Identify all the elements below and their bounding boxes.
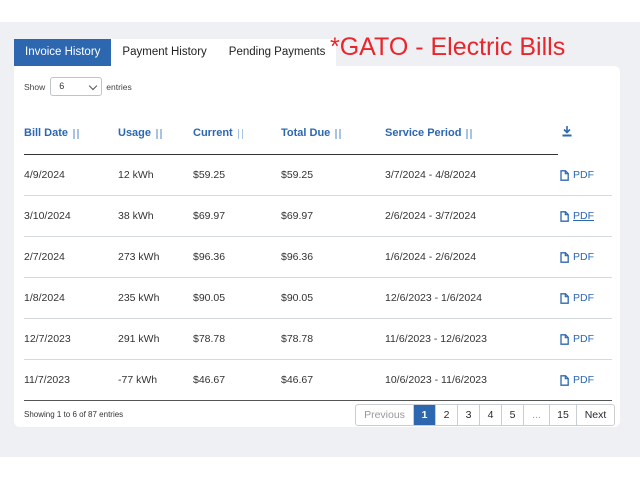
pdf-download-link[interactable]: PDF (560, 155, 594, 195)
current-cell: $90.05 (193, 292, 226, 304)
total-due-cell: $78.78 (281, 333, 314, 345)
current-cell: $59.25 (193, 169, 226, 181)
bill-date-cell: 11/7/2023 (24, 374, 70, 386)
service-period-cell: 1/6/2024 - 2/6/2024 (385, 251, 477, 263)
sort-icon (334, 128, 342, 139)
page-button-1[interactable]: 1 (413, 405, 435, 425)
usage-cell: 38 kWh (118, 210, 154, 222)
page-button-2[interactable]: 2 (435, 405, 457, 425)
table-row: 4/9/2024 12 kWh $59.25 $59.25 3/7/2024 - 4/8… (24, 155, 612, 196)
bill-date-cell: 3/10/2024 (24, 210, 71, 222)
table-row: 3/10/2024 38 kWh $69.97 $69.97 2/6/2024 - 3/… (24, 196, 612, 237)
show-label: Show (24, 81, 46, 92)
usage-cell: 235 kWh (118, 292, 160, 304)
total-due-cell: $46.67 (281, 374, 314, 386)
table-info: Showing 1 to 6 of 87 entries (24, 410, 124, 419)
usage-cell: -77 kWh (118, 374, 158, 386)
file-icon (560, 210, 569, 222)
tab-payment-history[interactable]: Payment History (111, 39, 218, 66)
pdf-link-label: PDF (573, 374, 594, 386)
page-ellipsis: ... (523, 405, 549, 425)
current-cell: $69.97 (193, 210, 226, 222)
service-period-cell: 11/6/2023 - 12/6/2023 (385, 333, 487, 345)
total-due-cell: $96.36 (281, 251, 314, 263)
table-row: 12/7/2023 291 kWh $78.78 $78.78 11/6/2023 - … (24, 319, 612, 360)
table-row: 1/8/2024 235 kWh $90.05 $90.05 12/6/2023 - 1… (24, 278, 612, 319)
pdf-download-link[interactable]: PDF (560, 319, 594, 359)
current-cell: $96.36 (193, 251, 226, 263)
table-row: 11/7/2023 -77 kWh $46.67 $46.67 10/6/2023 - … (24, 360, 612, 401)
previous-page-button[interactable]: Previous (364, 409, 405, 421)
usage-cell: 12 kWh (118, 169, 154, 181)
service-period-cell: 2/6/2024 - 3/7/2024 (385, 210, 477, 222)
column-header-label: Bill Date (24, 127, 69, 139)
file-icon (560, 333, 569, 345)
page-button-3[interactable]: 3 (457, 405, 479, 425)
pdf-download-link[interactable]: PDF (560, 237, 594, 277)
pdf-link-label: PDF (573, 169, 594, 181)
pdf-download-link[interactable]: PDF (560, 278, 594, 318)
tab-invoice-history[interactable]: Invoice History (14, 39, 112, 66)
sort-icon (465, 128, 473, 139)
service-period-cell: 3/7/2024 - 4/8/2024 (385, 169, 477, 181)
total-due-cell: $90.05 (281, 292, 314, 304)
bill-date-cell: 12/7/2023 (24, 333, 71, 345)
sort-icon (237, 128, 245, 139)
pdf-link-label: PDF (573, 292, 594, 304)
file-icon (560, 169, 569, 181)
pdf-link-label: PDF (573, 333, 594, 345)
sort-icon (155, 128, 163, 139)
page-button-15[interactable]: 15 (549, 405, 576, 425)
pdf-download-link[interactable]: PDF (560, 196, 594, 236)
chevron-down-icon (89, 81, 98, 91)
current-cell: $78.78 (193, 333, 226, 345)
pdf-link-label: PDF (573, 251, 594, 263)
bill-date-cell: 1/8/2024 (24, 292, 65, 304)
usage-cell: 273 kWh (118, 251, 160, 263)
entries-select-value: 6 (59, 81, 65, 91)
total-due-cell: $69.97 (281, 210, 314, 222)
pdf-download-link[interactable]: PDF (560, 360, 594, 400)
column-header-bill-date[interactable]: Bill Date (24, 127, 80, 139)
sort-icon (72, 128, 80, 139)
bill-date-cell: 2/7/2024 (24, 251, 65, 263)
current-cell: $46.67 (193, 374, 226, 386)
total-due-cell: $59.25 (281, 169, 314, 181)
usage-cell: 291 kWh (118, 333, 160, 345)
tab-pending-payments[interactable]: Pending Payments (217, 39, 337, 66)
column-header-service-period[interactable]: Service Period (385, 127, 473, 139)
service-period-cell: 12/6/2023 - 1/6/2024 (385, 292, 482, 304)
column-header-total-due[interactable]: Total Due (281, 127, 342, 139)
pdf-link-label: PDF (573, 210, 594, 222)
bill-date-cell: 4/9/2024 (24, 169, 65, 181)
invoice-table-card: Show 6 entries Bill Date Usage Current T… (14, 66, 620, 427)
column-header-current[interactable]: Current (193, 127, 245, 139)
column-header-label: Current (193, 127, 233, 139)
column-header-label: Total Due (281, 127, 331, 139)
column-header-label: Usage (118, 127, 152, 139)
tab-bar: Invoice History Payment History Pending … (14, 39, 337, 66)
column-header-usage[interactable]: Usage (118, 127, 163, 139)
entries-length-control: Show 6 entries (24, 77, 132, 96)
table-header: Bill Date Usage Current Total Due Servic… (24, 120, 572, 155)
pagination: Previous 1 2 3 4 5 ... 15 Next (355, 404, 615, 426)
file-icon (560, 374, 569, 386)
file-icon (560, 251, 569, 263)
entries-select[interactable]: 6 (50, 77, 103, 96)
service-period-cell: 10/6/2023 - 11/6/2023 (385, 374, 487, 386)
table-row: 2/7/2024 273 kWh $96.36 $96.36 1/6/2024 - 2/… (24, 237, 612, 278)
column-header-label: Service Period (385, 127, 462, 139)
file-icon (560, 292, 569, 304)
page-button-4[interactable]: 4 (479, 405, 501, 425)
download-icon[interactable] (562, 126, 572, 137)
page-button-5[interactable]: 5 (501, 405, 523, 425)
next-page-button[interactable]: Next (576, 405, 614, 425)
annotation-label: *GATO - Electric Bills (330, 33, 566, 61)
entries-label: entries (106, 81, 132, 92)
